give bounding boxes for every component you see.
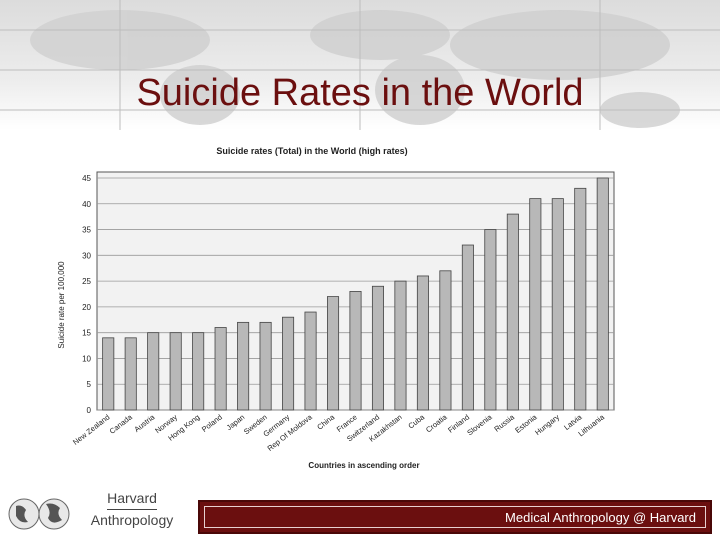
y-tick-label: 35 bbox=[82, 226, 91, 235]
chart-svg: Suicide rates (Total) in the World (high… bbox=[57, 146, 615, 470]
bar-rep-of-moldova bbox=[304, 311, 317, 411]
y-tick-label: 10 bbox=[82, 354, 91, 363]
x-tick-label: Poland bbox=[200, 412, 224, 433]
bar-hong-kong bbox=[192, 332, 205, 411]
bar-france bbox=[349, 291, 362, 411]
x-tick-label: Russia bbox=[492, 412, 516, 434]
x-tick-label: Hungary bbox=[533, 412, 561, 437]
x-tick-label: New Zealand bbox=[71, 412, 111, 446]
suicide-rate-chart: Suicide rates (Total) in the World (high… bbox=[52, 130, 628, 478]
footer-text: Medical Anthropology @ Harvard bbox=[505, 510, 696, 525]
y-tick-label: 25 bbox=[82, 277, 91, 286]
y-tick-label: 0 bbox=[87, 406, 92, 415]
bar-kazakhstan bbox=[394, 280, 407, 411]
bar-lithuania bbox=[596, 177, 609, 411]
brand-line2: Anthropology bbox=[90, 512, 174, 528]
bar-canada bbox=[124, 337, 137, 411]
bar-new-zealand bbox=[102, 337, 115, 411]
x-tick-label: Austria bbox=[132, 412, 157, 434]
bar-germany bbox=[282, 316, 295, 411]
bar-austria bbox=[147, 332, 160, 411]
y-tick-label: 45 bbox=[82, 174, 91, 183]
bar-china bbox=[327, 296, 340, 411]
y-tick-label: 30 bbox=[82, 251, 91, 260]
x-tick-label: Canada bbox=[108, 412, 135, 436]
bar-latvia bbox=[574, 187, 587, 411]
x-tick-label: China bbox=[315, 412, 337, 432]
bar-japan bbox=[237, 321, 250, 411]
globe-logo-icon bbox=[8, 498, 70, 530]
y-tick-label: 40 bbox=[82, 200, 91, 209]
bar-sweden bbox=[259, 321, 272, 411]
bar-hungary bbox=[551, 198, 564, 411]
x-axis-label: Countries in ascending order bbox=[308, 461, 419, 470]
bar-norway bbox=[169, 332, 182, 411]
y-axis-label: Suicide rate per 100,000 bbox=[57, 261, 66, 349]
y-tick-label: 15 bbox=[82, 329, 91, 338]
world-map-background bbox=[0, 0, 720, 130]
y-tick-label: 5 bbox=[87, 380, 92, 389]
x-tick-label: Slovenia bbox=[465, 412, 494, 437]
brand-line1: Harvard bbox=[107, 488, 157, 510]
bar-estonia bbox=[529, 198, 542, 411]
footer-bar: Medical Anthropology @ Harvard bbox=[198, 500, 712, 534]
bar-switzerland bbox=[371, 285, 384, 411]
slide-title: Suicide Rates in the World bbox=[136, 72, 584, 114]
chart-title: Suicide rates (Total) in the World (high… bbox=[216, 146, 407, 156]
bar-cuba bbox=[416, 275, 429, 411]
brand-label: Harvard Anthropology bbox=[82, 488, 182, 531]
y-tick-label: 20 bbox=[82, 303, 91, 312]
bar-croatia bbox=[439, 270, 452, 411]
bar-finland bbox=[461, 244, 474, 411]
x-tick-label: Croatia bbox=[424, 412, 449, 434]
bar-russia bbox=[506, 213, 519, 411]
x-tick-label: Lithuania bbox=[576, 412, 606, 438]
bar-poland bbox=[214, 327, 227, 411]
bar-slovenia bbox=[484, 229, 497, 411]
